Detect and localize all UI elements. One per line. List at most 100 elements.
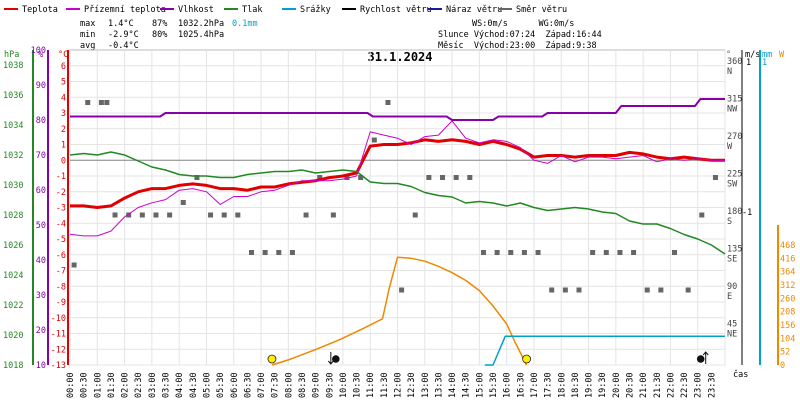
wind-dir-point [521,250,527,255]
solar-tick: 156 [780,321,795,331]
x-tick-label: 08:00 [284,372,294,398]
x-tick-label: 02:30 [134,372,144,398]
wind-speed-tick: -1 [742,208,752,218]
stats-avg-label: avg [80,41,95,51]
wind-dir-point [289,250,295,255]
x-tick-label: 12:30 [407,372,417,398]
temp-tick: -8 [56,282,66,292]
x-tick-label: 15:00 [475,372,485,398]
x-tick-label: 03:30 [162,372,172,398]
sunrise-marker [267,354,277,364]
wind-dir-point [167,212,173,218]
humidity-tick: 20 [36,326,46,336]
x-tick-label: 16:30 [516,372,526,398]
series-slune-n-z-en- [271,256,528,366]
wind-dir-point [262,250,268,255]
humidity-tick: 80 [36,116,46,126]
x-tick-label: 23:00 [694,372,704,398]
wind-dir-point [508,250,514,255]
x-tick-label: 14:00 [448,372,458,398]
pressure-tick: 1034 [3,121,23,131]
legend-label: Teplota [22,5,58,15]
pressure-tick: 1018 [3,361,23,371]
wind-dir-point [453,175,459,180]
wind-dir-point [153,212,159,218]
wind-dir-point [426,175,432,180]
wind-dir-point [699,212,705,218]
wind-dir-point [412,212,418,218]
x-tick-label: 18:00 [557,372,567,398]
unit-labels: hPa % °C ° m/s mm W [4,50,785,60]
x-tick-label: 03:00 [148,372,158,398]
solar-tick: 416 [780,254,795,264]
legend-label: Srážky [300,5,331,15]
wind-dir-point [644,287,650,293]
legend-label: Rychlost větru [360,5,432,15]
wind-dir-point [440,175,446,180]
solar-tick: 312 [780,281,795,291]
wind-dir-point [221,212,227,218]
stats-max-hum: 87% [152,19,167,29]
stats-max-temp: 1.4°C [108,19,134,29]
unit-w: W [779,50,785,60]
stats-min-press: 1025.4hPa [178,30,224,40]
solar-tick: 208 [780,308,795,318]
x-tick-label: 02:00 [121,372,131,398]
x-tick-label: 07:00 [257,372,267,398]
series-tlak [69,151,726,255]
pressure-tick: 1030 [3,181,23,191]
series-sr-ky [484,335,725,366]
legend-label: Směr větru [516,5,567,15]
wind-dir-point [399,287,405,293]
pressure-tick: 1020 [3,331,23,341]
x-tick-label: 10:30 [353,372,363,398]
x-tick-label: 12:00 [394,372,404,398]
wind-dir-point [71,262,77,268]
humidity-tick: 10 [36,361,46,371]
wind-dir-point [303,212,309,218]
x-tick-label: 20:30 [625,372,635,398]
wind-dir-point [562,287,568,293]
solar-tick: 468 [780,241,795,251]
wind-dir-tick: 225 [727,170,742,180]
stats-max-rain: 0.1mm [232,19,258,29]
x-tick-label: 18:30 [571,372,581,398]
x-tick-label: 19:00 [585,372,595,398]
wind-dir-label: NE [727,330,737,340]
humidity-tick: 50 [36,221,46,231]
pressure-tick: 1026 [3,241,23,251]
x-tick-label: 15:30 [489,372,499,398]
x-tick-label: 06:30 [243,372,253,398]
wind-dir-point [104,100,110,105]
right-axes: 360N315NW270W225SW180S135SE90E45NE1-1146… [727,50,795,371]
x-tick-label: 16:00 [503,372,513,398]
wind-dir-point [631,250,637,255]
temp-tick: 4 [61,93,66,103]
x-tick-label: 13:30 [434,372,444,398]
unit-hpa: hPa [4,50,19,60]
temp-tick: -13 [51,361,66,371]
wind-dir-point [276,250,282,255]
temp-tick: -2 [56,188,66,198]
wind-dir-point [248,250,254,255]
wind-dir-point [590,250,596,255]
humidity-tick: 40 [36,256,46,266]
wind-dir-point [317,175,323,180]
x-tick-label: 11:30 [380,372,390,398]
rain-tick: 1 [762,58,767,68]
temp-tick: 2 [61,125,66,135]
humidity-tick: 70 [36,151,46,161]
legend-label: Náraz větru [446,5,502,15]
x-tick-label: 05:00 [202,372,212,398]
wind-dir-label: SW [727,180,738,190]
wind-dir-point [603,250,609,255]
temp-tick: -11 [51,330,66,340]
wind-dir-point [385,100,391,105]
temp-tick: 0 [61,156,66,166]
unit-mm: mm [762,50,772,60]
humidity-tick: 60 [36,186,46,196]
temp-tick: 6 [61,62,66,72]
chart-title: 31.1.2024 [367,50,432,64]
wind-dir-tick: 45 [727,320,737,330]
